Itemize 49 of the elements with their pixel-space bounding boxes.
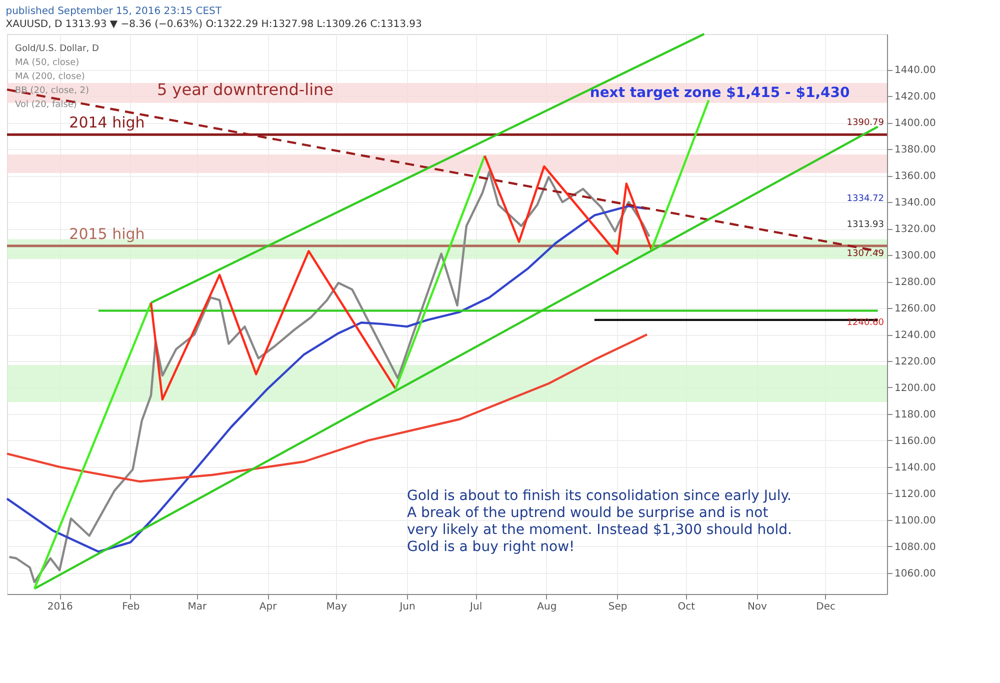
ref-line-label: 2014 high	[69, 114, 145, 132]
x-tick-label: Feb	[122, 602, 140, 612]
y-tick-label: 1100.00	[894, 515, 936, 526]
y-tick-label: 1280.00	[894, 277, 936, 288]
x-tick-label: Apr	[259, 602, 278, 612]
y-tick-label: 1120.00	[894, 488, 936, 500]
annotation: Gold is about to finish its consolidation since early July. A break of the uptrend would be surprise and is not very likely at the moment. Instead $1,300 should hold. Gold is a buy right now!	[407, 488, 792, 555]
x-tick-label: Sep	[608, 602, 628, 612]
annotation: MA (50, close)	[15, 58, 80, 68]
y-tick-label: 1340.00	[894, 198, 936, 209]
x-tick-label: Mar	[188, 602, 208, 612]
x-tick-label: 2016	[47, 602, 73, 612]
y-tick-label: 1400.00	[894, 118, 936, 130]
y-tick-label: 1180.00	[894, 409, 936, 420]
y-tick-label: 1200.00	[894, 382, 936, 394]
y-tick-label: 1060.00	[894, 568, 936, 580]
y-tick-label: 1440.00	[894, 65, 936, 76]
x-tick-label: Aug	[537, 602, 557, 612]
ref-line-label: 2015 high	[69, 224, 145, 243]
annotation: MA (200, close)	[15, 72, 85, 82]
y-tick-label: 1380.00	[894, 144, 936, 156]
y-tick-label: 1420.00	[894, 92, 936, 103]
y-tick-label: 1080.00	[894, 542, 936, 553]
chart-title: published September 15, 2016 23:15 CEST	[6, 6, 222, 17]
annotation: 1390.79	[846, 118, 884, 128]
annotation: 5 year downtrend-line	[157, 80, 334, 99]
band-label: next target zone $1,415 - $1,430	[590, 84, 850, 101]
y-tick-label: 1160.00	[894, 436, 936, 447]
annotation: Vol (20, false)	[15, 100, 77, 110]
y-tick-label: 1240.00	[894, 330, 936, 342]
annotation: 1313.93	[846, 220, 884, 230]
y-tick-label: 1360.00	[894, 171, 936, 182]
annotation: 1240.60	[846, 318, 884, 328]
y-tick-label: 1260.00	[894, 304, 936, 315]
x-tick-label: Oct	[678, 602, 696, 612]
annotation: BB (20, close, 2)	[15, 86, 90, 96]
y-tick-label: 1300.00	[894, 250, 936, 262]
annotation: 1307.49	[846, 249, 884, 259]
y-tick-label: 1320.00	[894, 224, 936, 236]
annotation: Gold/U.S. Dollar, D	[15, 44, 99, 54]
x-tick-label: Nov	[747, 602, 768, 612]
x-tick-label: Jun	[398, 602, 416, 612]
chart-subtitle: XAUUSD, D 1313.93 ▼ −8.36 (−0.63%) O:1322.29 H:1327.98 L:1309.26 C:1313.93	[6, 18, 422, 30]
y-tick-label: 1140.00	[894, 462, 936, 474]
y-tick-label: 1220.00	[894, 356, 936, 368]
x-tick-label: Dec	[816, 602, 836, 612]
x-tick-label: Jul	[469, 602, 482, 612]
x-tick-label: May	[326, 602, 348, 612]
annotation: 1334.72	[846, 194, 884, 204]
